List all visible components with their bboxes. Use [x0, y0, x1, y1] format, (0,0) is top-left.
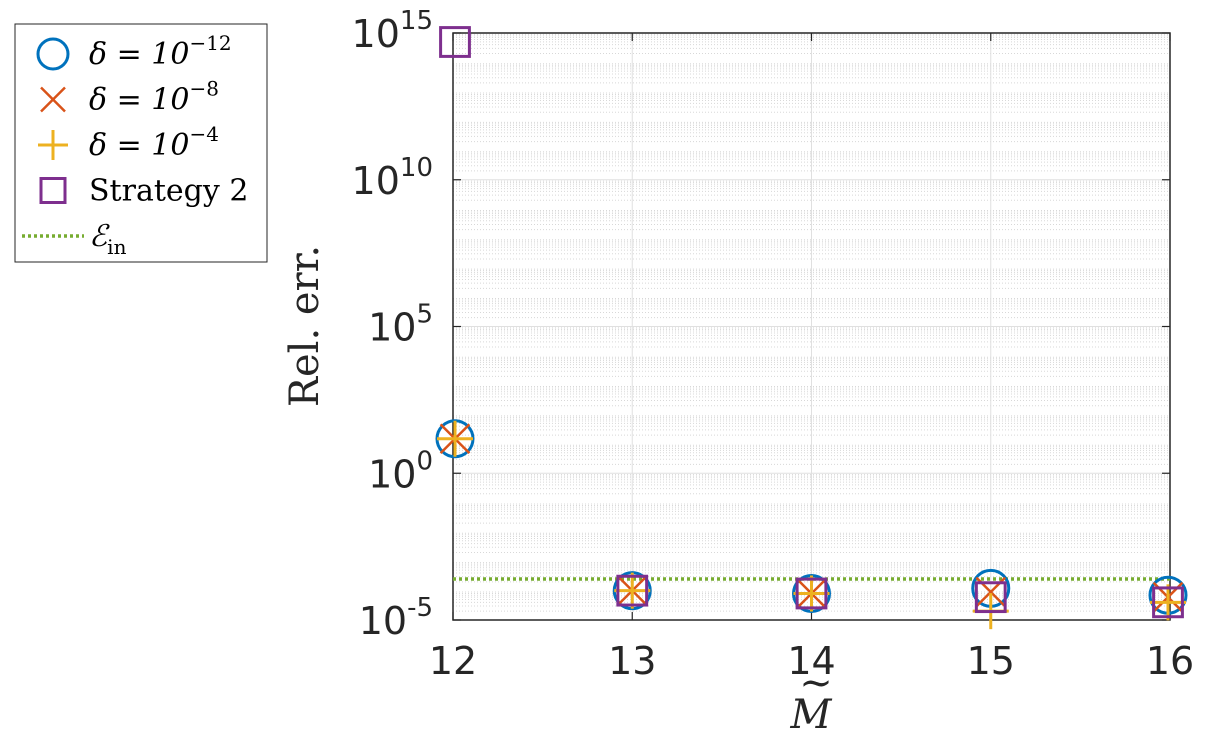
- data-marks: [435, 26, 1188, 630]
- legend-label: δ = 10−8: [89, 77, 219, 118]
- legend-item: δ = 10−4: [38, 122, 219, 163]
- x-tick-labels: 12 13 14 15 16: [429, 639, 1194, 683]
- x-tick-label: 12: [429, 639, 477, 683]
- data-point: [437, 420, 473, 457]
- legend-marker: [40, 86, 66, 113]
- legend: δ = 10−12 δ = 10−8δ = 10−4 Strategy 2 ℰin: [14, 23, 268, 263]
- legend-marker: [36, 37, 70, 71]
- y-axis-title: Rel. err.: [282, 245, 328, 407]
- data-point: [614, 572, 651, 609]
- grid: [452, 32, 1171, 621]
- legend-item: Strategy 2: [39, 174, 248, 209]
- y-tick-label: 100: [368, 446, 433, 496]
- legend-box: [14, 23, 268, 263]
- y-tick-label: 1010: [352, 153, 433, 203]
- legend-items: δ = 10−12 δ = 10−8δ = 10−4 Strategy 2 ℰin: [22, 31, 248, 259]
- data-point: [439, 26, 471, 58]
- legend-item: δ = 10−12: [36, 31, 232, 72]
- legend-item: δ = 10−8: [40, 77, 219, 118]
- data-point: [974, 581, 1007, 614]
- x-tick-label: 14: [787, 639, 835, 683]
- legend-label: Strategy 2: [89, 174, 248, 209]
- legend-label: δ = 10−4: [89, 122, 219, 163]
- x-axis-title: M ~: [790, 660, 833, 738]
- y-tick-labels: 10-5 100 105 1010 1015: [352, 6, 433, 643]
- x-tick-label: 15: [967, 639, 1015, 683]
- data-point: [1150, 584, 1186, 621]
- data-point: [795, 577, 828, 610]
- legend-label: δ = 10−12: [89, 31, 232, 72]
- x-axis-title-letter: M: [790, 692, 833, 738]
- legend-marker: [39, 177, 67, 204]
- plot-border: [452, 32, 1171, 621]
- x-tick-label: 16: [1146, 639, 1194, 683]
- y-tick-label: 10-5: [359, 593, 433, 643]
- data-point: [616, 574, 649, 607]
- legend-label: ℰin: [89, 219, 127, 259]
- legend-marker: [38, 130, 68, 160]
- series-4: [439, 26, 1184, 619]
- legend-item: ℰin: [22, 219, 127, 259]
- x-tick-label: 13: [608, 639, 656, 683]
- y-tick-label: 105: [368, 300, 433, 350]
- x-axis-title-tilde: ~: [799, 660, 833, 706]
- data-point: [793, 575, 830, 612]
- data-point: [1152, 586, 1184, 619]
- y-tick-label: 1015: [352, 6, 433, 56]
